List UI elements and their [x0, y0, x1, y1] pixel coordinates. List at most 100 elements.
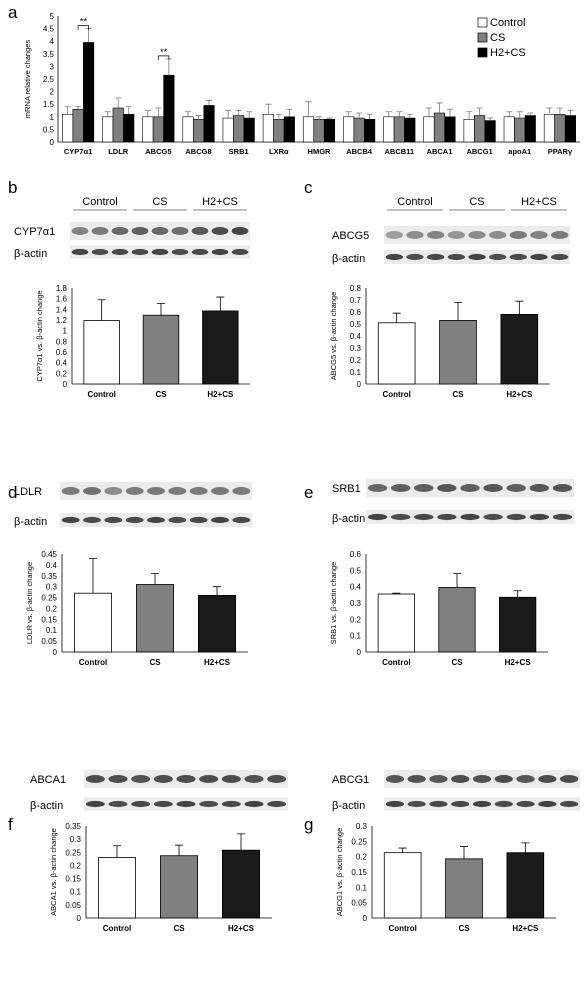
a-y-tick: 2.5 — [43, 75, 55, 84]
e-category-label: H2+CS — [505, 658, 532, 667]
d-bar — [197, 594, 236, 653]
c-category-label: H2+CS — [506, 390, 533, 399]
f-protein-blot — [84, 770, 288, 788]
a-error-bar — [396, 111, 403, 117]
a-y-tick: 1 — [50, 113, 55, 122]
e-bar — [438, 587, 476, 653]
a-error-bar — [567, 110, 574, 116]
g-loading-control-label: β-actin — [332, 800, 365, 812]
b-y-axis-label: CYP7α1 vs. β-actin change — [35, 290, 44, 381]
a-error-bar — [476, 107, 483, 116]
a-bar — [323, 119, 336, 143]
a-category-label: SRB1 — [229, 147, 249, 156]
a-bar — [383, 116, 395, 143]
c-y-tick: 0.6 — [350, 308, 362, 317]
a-bar — [72, 108, 84, 143]
a-bar — [433, 112, 446, 143]
e-category-label: CS — [451, 658, 463, 667]
f-error-bar — [113, 845, 121, 858]
e-bar — [377, 593, 415, 653]
a-error-bar — [246, 111, 253, 119]
a-legend-swatch — [477, 17, 488, 28]
b-actin-blot — [70, 245, 250, 259]
a-category-label: ABCG1 — [466, 147, 492, 156]
c-blot-protein-label: ABCG5 — [332, 230, 369, 242]
c-error-bar — [515, 300, 524, 315]
c-y-tick: 0.5 — [350, 320, 362, 329]
c-group-label: CS — [469, 196, 484, 208]
a-error-bar — [165, 58, 172, 76]
g-y-tick: 0.3 — [356, 822, 368, 831]
a-category-label: HMGR — [308, 147, 331, 156]
a-bar — [243, 117, 255, 143]
b-y-tick: 0.4 — [56, 359, 68, 368]
a-y-tick: 1.5 — [43, 100, 55, 109]
d-y-tick: 0.25 — [41, 594, 57, 603]
b-group-label: CS — [152, 196, 167, 208]
a-error-bar — [446, 108, 453, 117]
a-y-tick: 5 — [50, 12, 55, 21]
d-y-axis-label: LDLR vs. β-actin change — [25, 562, 34, 644]
d-bar — [135, 584, 174, 653]
a-error-bar — [144, 110, 151, 117]
d-loading-control-label: β-actin — [14, 516, 47, 528]
e-y-tick: 0.5 — [350, 566, 362, 575]
a-error-bar — [425, 107, 432, 117]
b-group-label: H2+CS — [202, 196, 238, 208]
a-significance-bracket — [158, 55, 170, 60]
a-category-label: ABCG5 — [145, 147, 171, 156]
b-y-tick: 1.6 — [56, 295, 68, 304]
f-error-bar — [237, 833, 245, 851]
a-bar — [423, 116, 435, 143]
f-y-tick: 0.1 — [70, 888, 82, 897]
a-significance-label: ** — [160, 47, 168, 57]
g-category-label: CS — [458, 924, 470, 933]
a-category-label: LDLR — [108, 147, 129, 156]
a-bar — [192, 119, 205, 143]
a-bar — [313, 119, 325, 143]
g-bar — [506, 852, 545, 919]
a-error-bar — [385, 111, 392, 117]
a-error-bar — [345, 111, 352, 117]
a-y-tick: 3 — [50, 62, 55, 71]
c-y-tick: 0.8 — [350, 284, 362, 293]
a-bar — [112, 107, 124, 143]
a-bar — [364, 119, 376, 143]
d-y-tick: 0.35 — [41, 572, 57, 581]
d-error-bar — [151, 573, 159, 585]
a-bar — [353, 117, 365, 143]
a-category-label: CYP7α1 — [64, 147, 92, 156]
d-protein-blot — [60, 482, 252, 500]
a-legend-label: CS — [490, 32, 505, 44]
f-y-tick: 0.25 — [65, 848, 81, 857]
e-blot-protein-label: SRB1 — [332, 483, 361, 495]
b-protein-blot — [70, 222, 250, 240]
b-y-tick: 1.4 — [56, 305, 68, 314]
f-y-tick: 0 — [77, 914, 82, 923]
f-category-label: H2+CS — [228, 924, 255, 933]
a-y-axis-label: mRNA relative changes — [23, 40, 32, 119]
g-y-axis-label: ABCG1 vs. β-actin change — [335, 828, 344, 917]
g-category-label: H2+CS — [512, 924, 539, 933]
e-error-bar — [392, 592, 401, 595]
panel-label-f: f — [8, 815, 13, 834]
g-bar — [445, 858, 483, 919]
a-bar — [524, 115, 536, 143]
b-y-tick: 1.8 — [56, 284, 68, 293]
a-bar — [152, 116, 164, 143]
b-error-bar — [216, 296, 225, 311]
f-y-tick: 0.35 — [65, 822, 81, 831]
c-actin-blot — [384, 250, 570, 264]
a-bar — [262, 113, 274, 143]
a-bar — [503, 116, 515, 143]
g-error-bar — [460, 846, 468, 859]
e-bar — [499, 596, 537, 653]
f-loading-control-label: β-actin — [30, 800, 63, 812]
c-error-bar — [392, 312, 401, 323]
e-protein-blot — [366, 479, 574, 497]
e-error-bar — [513, 590, 522, 598]
f-category-label: CS — [173, 924, 185, 933]
d-y-tick: 0.3 — [46, 583, 58, 592]
a-error-bar — [406, 113, 413, 119]
b-category-label: H2+CS — [207, 390, 234, 399]
